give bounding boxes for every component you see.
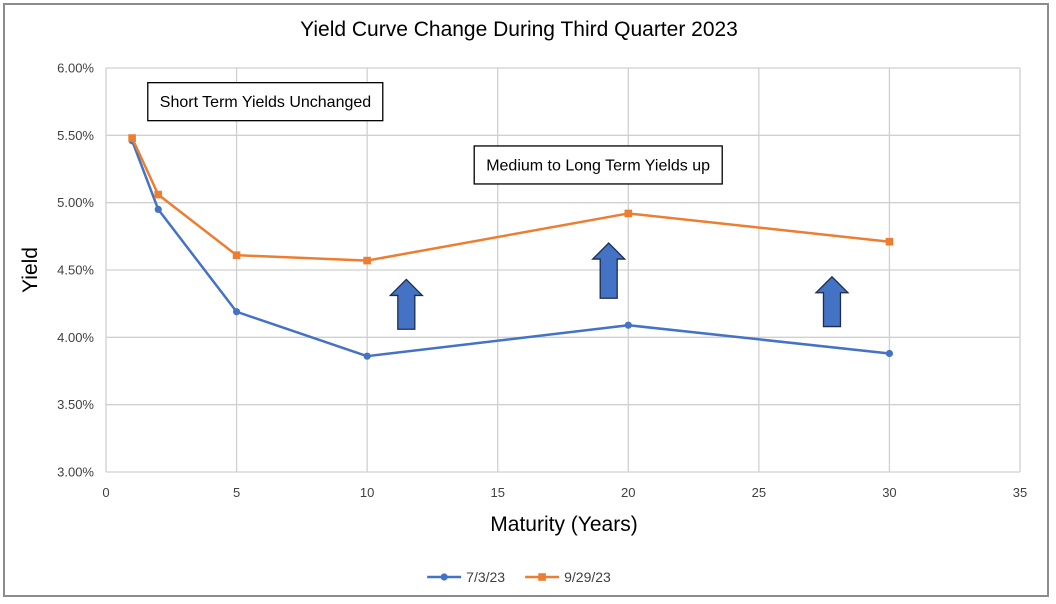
- grid-lines: [105, 67, 1021, 473]
- axis-ticks: 3.00% 3.50% 4.00% 4.50% 5.00% 5.50% 6.00% 0 5 10 1…: [57, 61, 1027, 501]
- y-tick-label: 6.00%: [57, 61, 94, 76]
- x-tick-label: 35: [1013, 485, 1027, 500]
- y-axis-title: Yield: [19, 247, 42, 293]
- x-tick-label: 30: [882, 485, 896, 500]
- y-tick-label: 5.50%: [57, 128, 94, 143]
- y-tick-label: 3.00%: [57, 465, 94, 480]
- up-arrow-icon: [388, 278, 424, 330]
- y-tick-label: 4.00%: [57, 330, 94, 345]
- legend-marker: [538, 573, 546, 581]
- annotation-text: Medium to Long Term Yields up: [486, 157, 710, 174]
- x-tick-label: 10: [360, 485, 374, 500]
- legend-label: 7/3/23: [466, 569, 505, 585]
- annotation-frame: [147, 82, 384, 122]
- legend-marker: [440, 573, 448, 581]
- annotation-frame: [473, 145, 723, 185]
- data-point: [363, 352, 371, 360]
- x-tick-label: 25: [752, 485, 766, 500]
- data-point: [232, 251, 241, 259]
- legend-item: 7/3/23: [427, 569, 505, 585]
- annotations: Short Term Yields Unchanged Medium to Lon…: [147, 82, 723, 185]
- data-point: [154, 190, 163, 199]
- data-point: [128, 134, 136, 142]
- data-point: [232, 308, 241, 316]
- up-arrow-icon: [814, 275, 850, 328]
- data-point: [885, 349, 894, 358]
- increase-arrows: [388, 242, 850, 330]
- series-lines: [128, 134, 894, 360]
- x-tick-label: 5: [233, 485, 240, 500]
- x-tick-label: 15: [490, 485, 504, 500]
- legend-item: 9/29/23: [525, 569, 611, 585]
- y-tick-label: 5.00%: [57, 195, 94, 210]
- y-tick-label: 4.50%: [57, 263, 94, 278]
- x-tick-label: 20: [621, 485, 635, 500]
- data-point: [885, 237, 894, 246]
- series-line: [130, 137, 890, 262]
- chart-title: Yield Curve Change During Third Quarter …: [300, 18, 738, 41]
- data-point: [363, 256, 371, 265]
- data-point: [154, 205, 162, 213]
- legend: 7/3/23 9/29/23: [427, 569, 611, 585]
- series-line: [130, 140, 890, 358]
- annotation-box: Medium to Long Term Yields up: [473, 145, 723, 185]
- annotation-box: Short Term Yields Unchanged: [147, 82, 384, 122]
- up-arrow-icon: [591, 242, 627, 299]
- legend-label: 9/29/23: [564, 569, 611, 585]
- x-tick-label: 0: [102, 485, 109, 500]
- data-point: [624, 209, 633, 218]
- data-point: [624, 321, 632, 329]
- y-tick-label: 3.50%: [57, 397, 94, 412]
- x-axis-title: Maturity (Years): [490, 513, 637, 536]
- annotation-text: Short Term Yields Unchanged: [160, 94, 371, 111]
